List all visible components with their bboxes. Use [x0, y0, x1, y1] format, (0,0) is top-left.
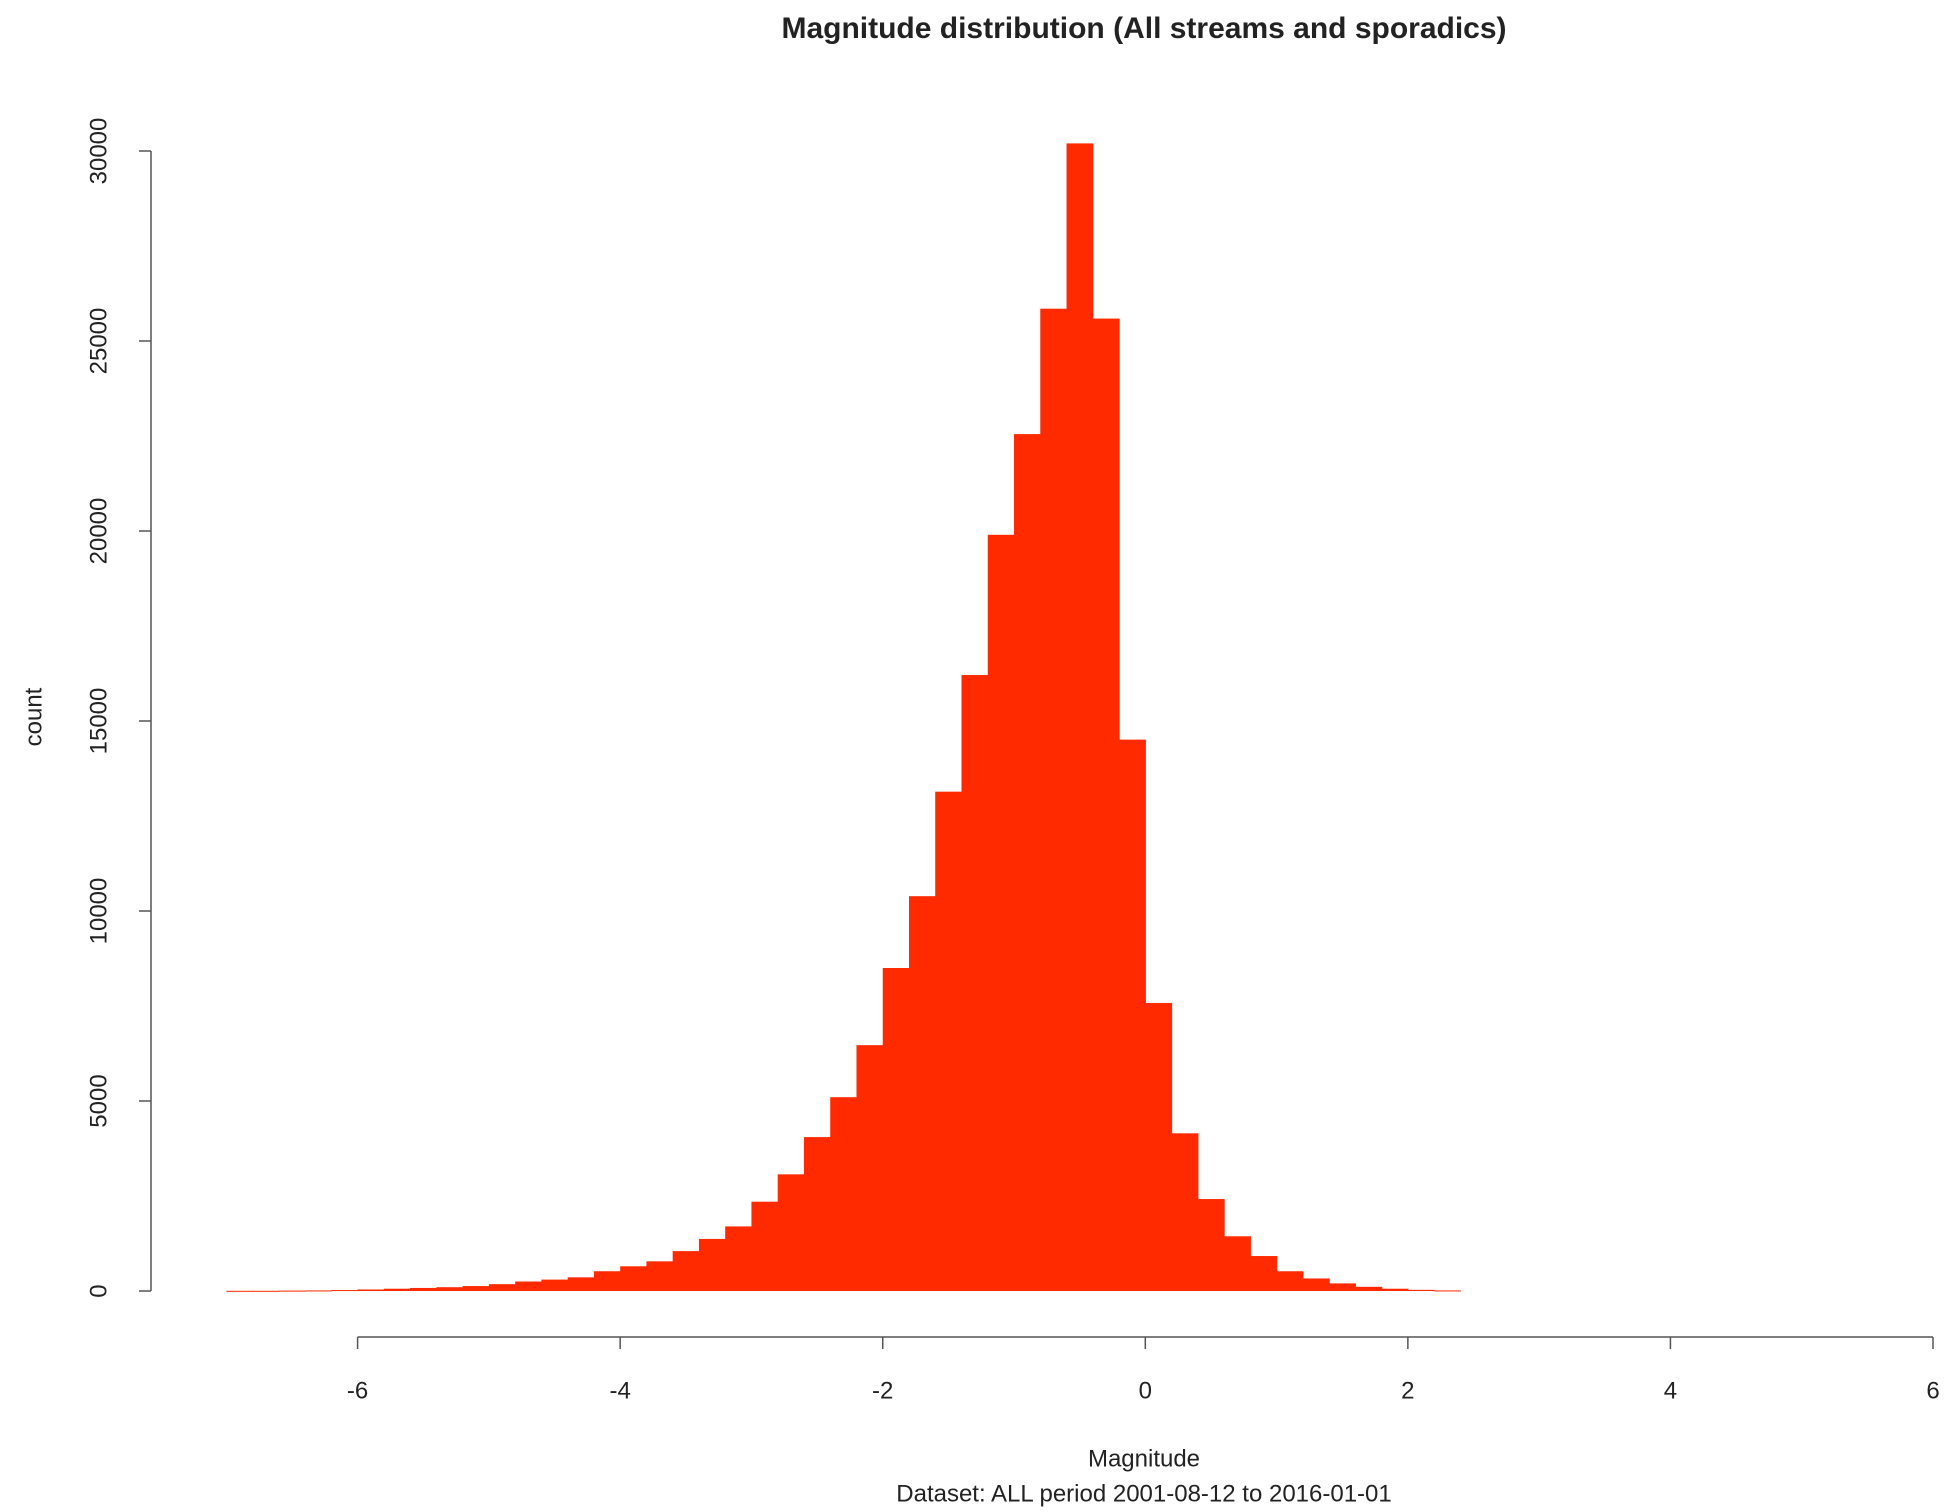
bar: [751, 1201, 779, 1291]
bar: [856, 1045, 884, 1291]
bar: [1250, 1256, 1278, 1291]
y-tick-label: 25000: [85, 308, 112, 375]
x-tick-label: 0: [1139, 1377, 1152, 1404]
bar: [1145, 1002, 1173, 1291]
x-tick-label: -6: [347, 1377, 368, 1404]
bar: [278, 1290, 306, 1292]
bar: [698, 1238, 726, 1291]
bar: [1276, 1271, 1304, 1291]
bar: [830, 1097, 858, 1291]
bar: [646, 1261, 674, 1291]
bar: [1040, 308, 1068, 1291]
x-tick-label: 6: [1926, 1377, 1939, 1404]
bar: [567, 1277, 595, 1291]
bar: [882, 968, 910, 1291]
bar: [593, 1271, 621, 1291]
x-tick-label: -2: [872, 1377, 893, 1404]
bar: [987, 534, 1015, 1291]
bar: [1066, 143, 1094, 1291]
bar: [1329, 1283, 1356, 1291]
bar: [1224, 1236, 1251, 1291]
bar: [383, 1288, 411, 1291]
bar: [410, 1287, 437, 1291]
bar: [436, 1287, 464, 1291]
y-tick-label: 5000: [85, 1074, 112, 1127]
bar: [541, 1279, 569, 1291]
y-tick-label: 20000: [85, 498, 112, 565]
bar: [1119, 739, 1146, 1291]
bar: [1171, 1133, 1199, 1291]
bar: [961, 675, 989, 1291]
bar: [1302, 1278, 1330, 1291]
x-tick-label: -4: [609, 1377, 630, 1404]
bar: [935, 791, 963, 1291]
bar: [331, 1290, 359, 1292]
bar: [620, 1266, 648, 1291]
y-tick-label: 10000: [85, 878, 112, 945]
y-tick-label: 30000: [85, 118, 112, 185]
x-tick-label: 4: [1664, 1377, 1677, 1404]
bar: [1407, 1289, 1435, 1291]
subtitle: Dataset: ALL period 2001-08-12 to 2016-0…: [896, 1480, 1391, 1507]
y-tick-label: 15000: [85, 688, 112, 755]
bar: [462, 1286, 490, 1291]
bar: [1014, 434, 1041, 1292]
bar: [1381, 1288, 1409, 1291]
bar: [515, 1281, 542, 1291]
x-axis-label: Magnitude: [1088, 1445, 1200, 1472]
bar: [1197, 1199, 1225, 1291]
y-axis-label: count: [20, 687, 47, 746]
bar: [1434, 1290, 1461, 1292]
bar: [803, 1137, 831, 1291]
bar: [908, 896, 936, 1291]
bar: [226, 1290, 254, 1292]
bar: [777, 1174, 805, 1291]
bar: [1092, 318, 1120, 1292]
y-tick-label: 0: [85, 1284, 112, 1297]
bar: [488, 1284, 516, 1291]
chart-title: Magnitude distribution (All streams and …: [781, 12, 1506, 45]
bar: [305, 1290, 332, 1292]
bar: [252, 1290, 280, 1292]
bar: [672, 1251, 700, 1291]
bar: [725, 1226, 753, 1291]
x-tick-label: 2: [1401, 1377, 1414, 1404]
bar: [357, 1289, 385, 1291]
bar: [1355, 1286, 1383, 1291]
